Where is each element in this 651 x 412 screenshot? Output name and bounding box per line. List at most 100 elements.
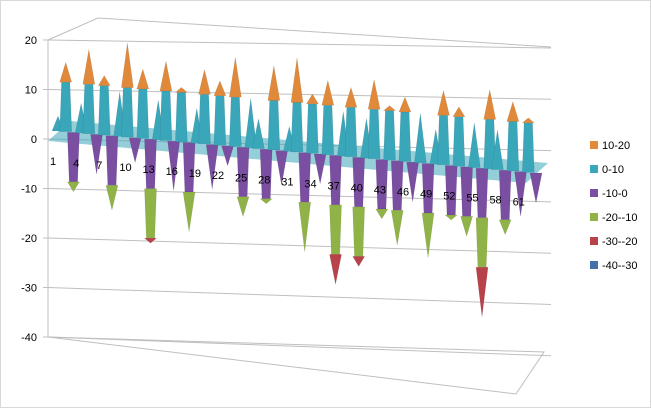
surface-spike — [460, 216, 473, 237]
surface-spike — [90, 134, 103, 175]
surface-spike — [236, 196, 250, 218]
surface-spike — [306, 93, 319, 105]
surface-spike — [98, 85, 111, 136]
surface-spike — [506, 121, 520, 172]
surface-spike — [529, 172, 543, 203]
surface-spike — [406, 161, 419, 202]
y-tick-label: -30 — [21, 283, 37, 295]
x-tick-label: 61 — [513, 197, 525, 209]
gridline — [47, 287, 552, 305]
surface-spike — [275, 150, 288, 186]
surface-spike — [306, 103, 319, 154]
surface-spike — [344, 86, 358, 108]
surface-spike — [344, 107, 358, 157]
y-tick-label: -10 — [21, 184, 37, 196]
surface-spike — [321, 105, 335, 155]
x-tick-label: 22 — [212, 170, 224, 182]
x-tick-label: 58 — [489, 195, 501, 207]
surface-spike — [105, 135, 119, 186]
surface-spike — [229, 96, 242, 147]
surface-spike — [398, 96, 412, 113]
surface-spike — [229, 57, 242, 98]
surface-spike — [97, 75, 111, 86]
y-tick-label: 20 — [25, 35, 37, 47]
floor-outline — [47, 336, 545, 395]
surface-spike — [452, 116, 466, 167]
surface-spike — [491, 129, 504, 170]
surface-spike — [475, 217, 489, 268]
surface-spike — [398, 111, 412, 162]
gridline — [47, 39, 552, 49]
surface-spike — [421, 212, 435, 258]
surface-spike — [182, 191, 196, 232]
surface-spike — [452, 106, 466, 117]
surface-spike — [82, 84, 96, 134]
surface-spike — [329, 204, 342, 255]
legend-swatch — [590, 261, 598, 269]
x-tick-label: 37 — [328, 180, 340, 192]
x-tick-label: 16 — [166, 166, 178, 178]
surface-spike — [437, 90, 450, 116]
legend-swatch — [590, 189, 598, 197]
y-tick-label: -40 — [21, 332, 37, 344]
surface-spike — [352, 206, 365, 257]
y-tick-label: 10 — [25, 85, 37, 97]
surface-spike — [59, 61, 72, 83]
surface-spike — [468, 123, 481, 168]
surface-spike — [198, 69, 211, 95]
back-wall-top — [47, 17, 552, 48]
x-tick-label: 4 — [73, 158, 79, 170]
surface-spike — [514, 171, 527, 217]
surface-spike — [67, 181, 80, 193]
legend-swatch — [590, 237, 598, 245]
surface-spike — [128, 137, 142, 163]
surface-spike — [382, 105, 397, 111]
surface-spike — [121, 43, 134, 88]
x-tick-label: 28 — [258, 174, 270, 186]
x-tick-label: 13 — [143, 164, 155, 176]
x-tick-label: 40 — [351, 182, 363, 194]
surface-spike — [213, 95, 227, 146]
surface-spike — [367, 79, 381, 110]
x-tick-label: 43 — [374, 184, 386, 196]
y-axis-ticks: 20 10 0 -10 -20 -30 -40 — [21, 35, 37, 344]
surface-spike — [522, 122, 535, 173]
surface-spike — [167, 140, 180, 191]
surface-spike — [144, 188, 157, 239]
x-tick-label: 19 — [189, 168, 201, 180]
surface-spike — [437, 115, 450, 166]
x-tick-label: 25 — [235, 172, 247, 184]
x-tick-label: 1 — [50, 156, 56, 168]
legend: 10-20 0-10 -10-0 -20--10 -30--20 -40--30 — [590, 140, 637, 272]
legend-swatch — [590, 165, 598, 173]
surface-spike — [390, 210, 404, 245]
x-tick-label: 49 — [420, 189, 432, 201]
surface-spike — [213, 80, 227, 96]
surface-spike — [521, 117, 535, 124]
surface-spike — [383, 110, 396, 161]
x-tick-label: 34 — [304, 178, 316, 190]
surface-spike — [244, 98, 257, 149]
legend-label: 0-10 — [602, 164, 624, 176]
surface-spike — [259, 198, 273, 204]
surface-spike — [475, 267, 489, 317]
x-tick-label: 10 — [119, 162, 131, 174]
surface-spike — [59, 81, 72, 132]
y-tick-label: -20 — [21, 233, 37, 245]
surface-spike — [267, 100, 281, 151]
surface-spike — [198, 94, 211, 145]
surface-spike — [506, 100, 520, 122]
surface-spike — [121, 87, 134, 138]
surface-spike — [136, 68, 150, 90]
surface-series — [48, 43, 548, 317]
surface-spike — [367, 109, 381, 159]
surface-spike — [352, 256, 366, 267]
surface-spike — [105, 185, 119, 211]
surface-spike — [329, 254, 342, 285]
surface-spike — [175, 92, 188, 143]
x-tick-label: 55 — [466, 193, 478, 205]
gridline — [47, 237, 552, 254]
legend-swatch — [590, 213, 598, 221]
